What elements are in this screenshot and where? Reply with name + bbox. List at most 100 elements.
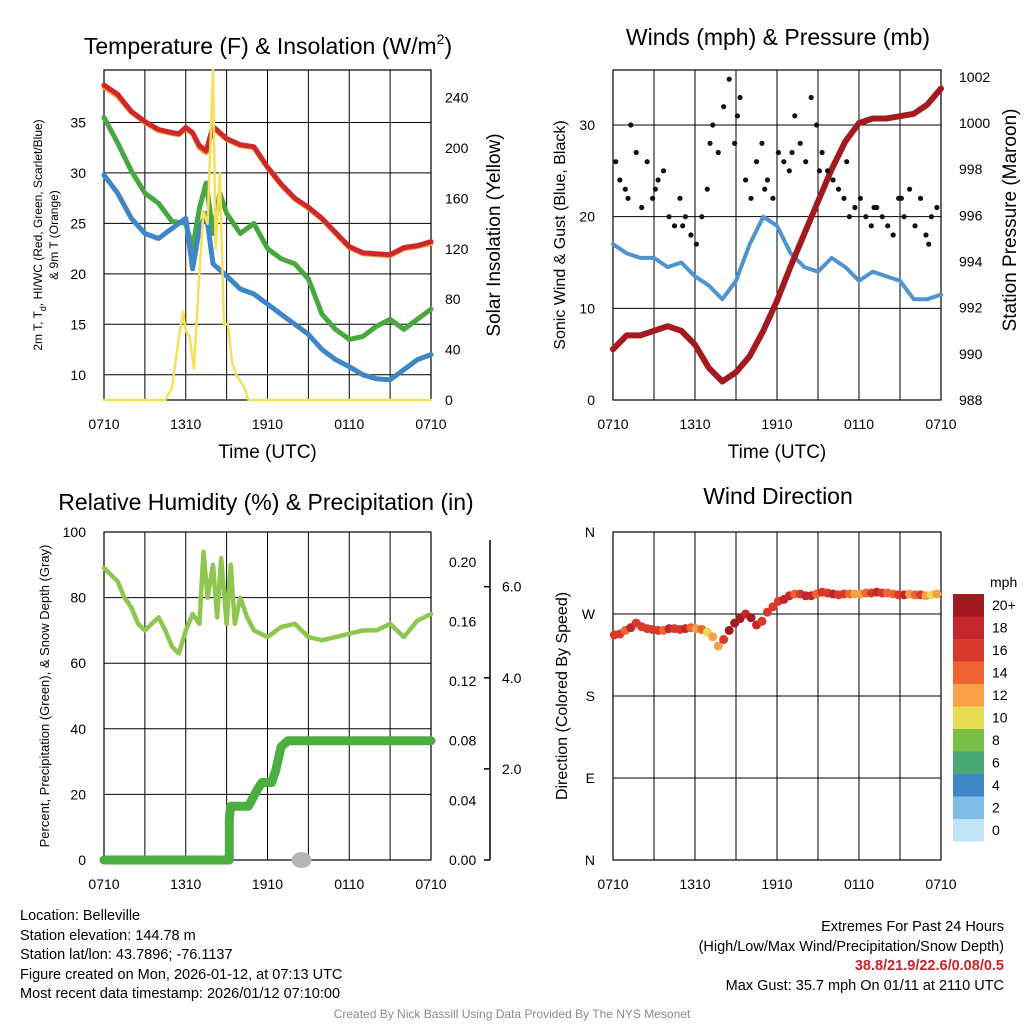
station-info: Location: Belleville Station elevation: … — [20, 907, 342, 1005]
temp-ytick-left-label: 35 — [70, 114, 86, 130]
wind-ytick-left-label: 10 — [579, 300, 595, 316]
wind-gust-point — [846, 214, 853, 220]
wind-y-axis-label-left: Sonic Wind & Gust (Blue, Black) — [552, 120, 569, 349]
wind-gust-point — [671, 223, 678, 229]
wind-gust-point — [699, 214, 705, 220]
dir-wind-point — [724, 625, 734, 635]
rh-xtick-label: 0710 — [415, 876, 446, 892]
rh-snow-axis-label: 4.0 — [502, 670, 522, 686]
temp-series-2m-t — [101, 82, 434, 258]
wind-ytick-right-label: 992 — [959, 300, 983, 316]
dir-ytick-label: S — [586, 688, 595, 704]
rh-chart-title: Relative Humidity (%) & Precipitation (i… — [58, 489, 473, 515]
wind-gust-point — [633, 149, 639, 156]
wind-gust-point — [660, 168, 667, 174]
temp-x-axis-label: Time (UTC) — [218, 442, 317, 463]
wind-gust-point — [934, 204, 940, 211]
wind-gust-point — [625, 195, 631, 201]
wind-ytick-right-label: 1000 — [959, 115, 990, 131]
wind-gust-point — [639, 204, 645, 211]
temp-y-axis-label-right: Solar Insolation (Yellow) — [484, 133, 505, 336]
wind-gust-point — [737, 94, 743, 101]
max-gust: Max Gust: 35.7 mph On 01/11 at 2110 UTC — [725, 977, 1004, 994]
wind-gust-point — [617, 177, 623, 183]
dir-wind-point — [719, 635, 729, 645]
extremes-subtitle: (High/Low/Max Wind/Precipitation/Snow De… — [698, 938, 1004, 955]
wind-gust-point — [726, 76, 732, 82]
temp-ytick-right-label: 80 — [445, 291, 461, 307]
wind-gust-point — [824, 168, 831, 174]
wind-gust-point — [835, 186, 842, 192]
rh-series-relative-humidity — [101, 549, 434, 656]
dir-ytick-label: N — [585, 524, 595, 540]
dir-legend-swatch — [953, 661, 984, 684]
wind-gust-point — [682, 214, 689, 220]
dir-legend-swatch — [953, 774, 984, 797]
dir-legend-label: 8 — [992, 732, 1000, 748]
dir-ytick-label: N — [585, 852, 595, 868]
temp-ytick-right-label: 120 — [445, 241, 469, 257]
figure-created: Figure created on Mon, 2026-01-12, at 07… — [20, 966, 343, 983]
wind-gust-point — [863, 214, 869, 220]
wind-gust-point — [742, 177, 749, 183]
dir-wind-point — [708, 632, 718, 642]
station-latlon: Station lat/lon: 43.7896; -76.1137 — [20, 947, 233, 963]
wind-y-axis-label-right: Station Pressure (Maroon) — [1000, 109, 1021, 332]
rh-ytick-right-label: 0.00 — [449, 852, 476, 868]
dir-legend-label: 0 — [992, 822, 1000, 838]
temp-ytick-left-label: 20 — [70, 266, 86, 282]
dir-legend-label: 10 — [992, 710, 1008, 726]
dir-wind-point — [746, 613, 756, 623]
rh-ytick-left-label: 20 — [70, 786, 86, 802]
rh-snow-axis-label: 6.0 — [502, 579, 522, 595]
dir-legend-label: 2 — [992, 800, 1000, 816]
credit-line: Created By Nick Bassill Using Data Provi… — [333, 1007, 691, 1021]
wind-xtick-label: 0110 — [844, 416, 874, 432]
wind-gust-point — [781, 159, 787, 165]
temp-series-hi-wc — [101, 114, 434, 342]
wind-gust-point — [666, 214, 672, 220]
temp-ytick-left-label: 10 — [70, 367, 86, 383]
wind-ytick-right-label: 1002 — [959, 69, 990, 85]
wind-gust-point — [688, 232, 694, 238]
wind-gust-point — [868, 223, 874, 229]
wind-xtick-label: 0710 — [597, 416, 628, 432]
rh-frame — [103, 531, 432, 861]
temp-ytick-right-label: 0 — [445, 392, 453, 408]
wind-gust-point — [912, 223, 918, 229]
rh-ytick-left-label: 100 — [63, 524, 87, 540]
dir-xtick-label: 1310 — [679, 876, 710, 892]
station-elevation: Station elevation: 144.78 m — [20, 927, 196, 944]
wind-gust-point — [715, 149, 721, 156]
wind-gust-point — [764, 177, 771, 183]
temp-ytick-right-label: 160 — [445, 190, 469, 206]
wind-gust-point — [917, 195, 924, 201]
dir-chart-title: Wind Direction — [703, 483, 853, 509]
wind-gust-point — [890, 232, 896, 238]
temp-xtick-label: 1910 — [252, 416, 283, 432]
dir-legend-label: 14 — [992, 665, 1008, 681]
dir-legend-swatch — [953, 639, 984, 662]
wind-gust-point — [677, 195, 683, 201]
wind-gust-point — [759, 140, 765, 146]
temperature-insolation-chart: 10 15 20 25 30 35 0 40 80 120 160 200 240 0710 1310 191… — [31, 31, 505, 463]
wind-gust-point — [770, 195, 776, 201]
dir-frame — [612, 531, 942, 861]
wind-gust-point — [628, 122, 634, 128]
dir-legend-swatch — [953, 819, 984, 842]
temp-ytick-right-label: 240 — [445, 90, 469, 106]
wind-gust-point — [871, 204, 877, 211]
dir-legend-label: 20+ — [992, 597, 1016, 613]
wind-frame — [612, 69, 942, 401]
rh-xtick-label: 1910 — [252, 876, 283, 892]
wind-gust-point — [830, 177, 836, 183]
temp-xtick-label: 0710 — [415, 416, 446, 432]
wind-gust-point — [732, 140, 738, 146]
dir-legend-swatch — [953, 796, 984, 819]
temp-ytick-left-label: 25 — [70, 215, 86, 231]
dir-xtick-label: 0710 — [925, 876, 956, 892]
dir-legend-label: 12 — [992, 687, 1008, 703]
rh-ytick-right-label: 0.16 — [449, 613, 476, 629]
rh-series-precipitation — [99, 736, 436, 865]
